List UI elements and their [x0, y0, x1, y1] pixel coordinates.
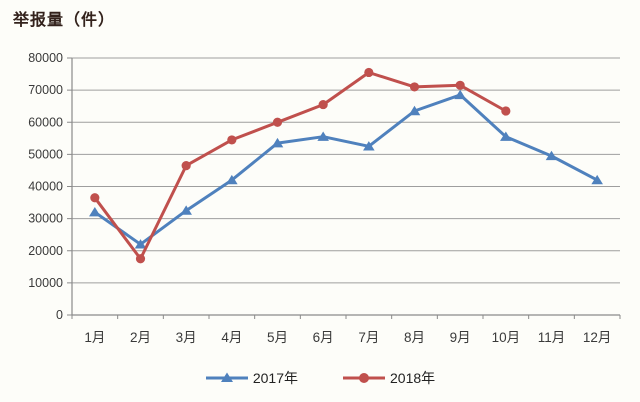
x-axis-label: 12月 [583, 330, 612, 345]
data-point-marker [363, 141, 375, 151]
data-point-marker [271, 137, 284, 148]
legend: 2017年 2018年 [0, 368, 640, 388]
y-axis-label: 0 [56, 308, 63, 322]
data-point-marker [409, 82, 420, 92]
data-point-marker [89, 207, 101, 217]
series-line-2017年 [93, 93, 599, 246]
circle-marker-icon [343, 373, 385, 383]
y-axis-label: 60000 [28, 115, 63, 129]
plot-area: 0 10000 20000 30000 40000 50000 60000 70000 8000… [28, 51, 621, 345]
x-axis-label: 11月 [538, 330, 566, 345]
legend-label-2018: 2018年 [390, 370, 436, 386]
y-axis-label: 50000 [28, 147, 63, 161]
y-axis-label: 70000 [28, 83, 63, 97]
data-point-marker [180, 205, 192, 215]
x-axis-label: 9月 [450, 330, 471, 345]
x-axis-label: 7月 [358, 330, 379, 345]
y-axis-label: 40000 [28, 180, 63, 194]
chart-title: 举报量（件） [13, 12, 116, 29]
x-axis-label: 5月 [267, 330, 288, 345]
x-axis-label: 10月 [492, 330, 521, 345]
y-axis-label: 10000 [28, 276, 63, 290]
legend-item-2017: 2017年 [205, 368, 298, 388]
data-point-marker [545, 150, 558, 161]
data-point-marker [90, 193, 100, 203]
series-line-2018年 [93, 71, 508, 261]
x-axis-label: 2月 [130, 330, 151, 345]
data-point-marker [455, 80, 465, 90]
data-point-marker [454, 89, 466, 100]
data-point-marker [500, 131, 512, 141]
x-axis-label: 6月 [313, 330, 334, 345]
triangle-marker-icon [205, 372, 248, 382]
data-point-marker [364, 67, 374, 78]
legend-item-2018: 2018年 [342, 368, 435, 388]
data-point-marker [135, 254, 146, 264]
data-point-marker [181, 161, 191, 171]
legend-label-2017: 2017年 [252, 370, 298, 386]
data-point-marker [227, 135, 237, 145]
data-point-marker [591, 174, 603, 185]
data-point-marker [318, 99, 328, 110]
x-axis-label: 4月 [221, 330, 242, 345]
y-axis-label: 20000 [28, 244, 63, 258]
x-axis-label: 1月 [84, 330, 105, 345]
x-axis-label: 3月 [176, 330, 197, 345]
data-point-marker [501, 106, 511, 116]
data-point-marker [317, 131, 329, 141]
data-point-marker [272, 117, 283, 127]
data-point-marker [408, 105, 421, 116]
data-point-marker [134, 239, 147, 249]
y-axis-label: 30000 [28, 212, 63, 226]
data-point-marker [226, 174, 238, 185]
y-axis-label: 80000 [28, 51, 63, 65]
x-axis-label: 8月 [404, 330, 425, 345]
